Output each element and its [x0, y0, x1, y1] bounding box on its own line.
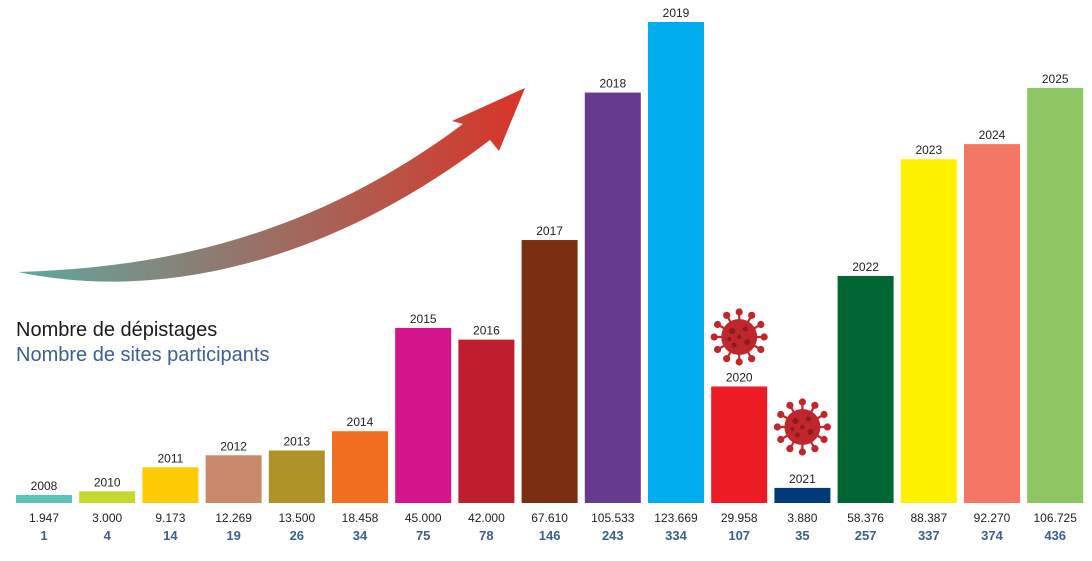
screenings-value: 3.880	[787, 511, 817, 525]
bar-2013	[268, 450, 325, 503]
sites-value: 334	[665, 528, 687, 543]
bar-2022	[837, 275, 894, 503]
screenings-value: 12.269	[215, 511, 252, 525]
sites-value: 257	[855, 528, 877, 543]
bar-2016	[458, 339, 515, 503]
year-label: 2023	[915, 143, 942, 157]
screenings-value: 42.000	[468, 511, 505, 525]
sites-value: 75	[416, 528, 430, 543]
screenings-value: 105.533	[591, 511, 635, 525]
sites-value: 78	[479, 528, 493, 543]
screenings-value: 67.610	[531, 511, 568, 525]
bar-2024	[964, 144, 1020, 503]
sites-value: 35	[795, 528, 809, 543]
year-label: 2014	[347, 415, 374, 429]
year-label: 2017	[536, 224, 563, 238]
screenings-value: 13.500	[278, 511, 315, 525]
sites-value: 34	[353, 528, 368, 543]
bar-2012	[205, 455, 262, 503]
screenings-value: 3.000	[92, 511, 122, 525]
bar-2014	[332, 431, 388, 503]
year-label: 2022	[852, 260, 879, 274]
sites-value: 26	[290, 528, 304, 543]
bar-2017	[521, 240, 578, 503]
screenings-value: 1.947	[29, 511, 59, 525]
bar-2010	[79, 491, 136, 503]
year-label: 2016	[473, 324, 500, 338]
year-label: 2011	[157, 451, 183, 465]
sites-value: 374	[981, 528, 1003, 543]
year-label: 2013	[283, 434, 310, 448]
screenings-value: 18.458	[342, 511, 379, 525]
sites-value: 14	[163, 528, 178, 543]
screenings-value: 45.000	[405, 511, 442, 525]
sites-value: 146	[539, 528, 561, 543]
sites-value: 107	[728, 528, 750, 543]
screenings-value: 92.270	[974, 511, 1011, 525]
sites-value: 243	[602, 528, 624, 543]
year-label: 2025	[1042, 72, 1069, 86]
sites-value: 19	[226, 528, 240, 543]
bar-2023	[900, 159, 957, 503]
sites-value: 337	[918, 528, 940, 543]
virus-icon-2021	[773, 398, 831, 456]
screenings-value: 123.669	[654, 511, 698, 525]
virus-icon-2020	[710, 308, 768, 366]
year-label: 2019	[663, 6, 690, 20]
screenings-value: 58.376	[847, 511, 884, 525]
year-label: 2024	[979, 128, 1006, 142]
screenings-value: 88.387	[910, 511, 947, 525]
year-label: 2020	[726, 370, 753, 384]
bar-2015	[395, 327, 452, 503]
year-label: 2008	[31, 479, 58, 493]
year-label: 2015	[410, 312, 437, 326]
legend-sites-label: Nombre de sites participants	[16, 344, 270, 366]
sites-value: 436	[1044, 528, 1066, 543]
bar-2008	[16, 495, 72, 503]
screenings-value: 29.958	[721, 511, 758, 525]
bar-2011	[142, 467, 199, 503]
year-label: 2012	[220, 439, 247, 453]
growth-arrow	[18, 88, 525, 282]
year-label: 2010	[94, 475, 121, 489]
year-label: 2018	[599, 77, 626, 91]
screenings-value: 106.725	[1034, 511, 1078, 525]
sites-value: 1	[40, 528, 47, 543]
legend-screenings-label: Nombre de dépistages	[16, 319, 218, 341]
legend: Nombre de dépistages Nombre de sites par…	[16, 318, 269, 368]
sites-value: 4	[104, 528, 112, 543]
bar-2018	[584, 92, 641, 503]
bar-2025	[1027, 87, 1084, 504]
screenings-value: 9.173	[155, 511, 185, 525]
year-label: 2021	[789, 472, 816, 486]
bar-2019	[648, 22, 704, 503]
bar-2021	[774, 487, 831, 503]
bar-2020	[711, 386, 768, 503]
